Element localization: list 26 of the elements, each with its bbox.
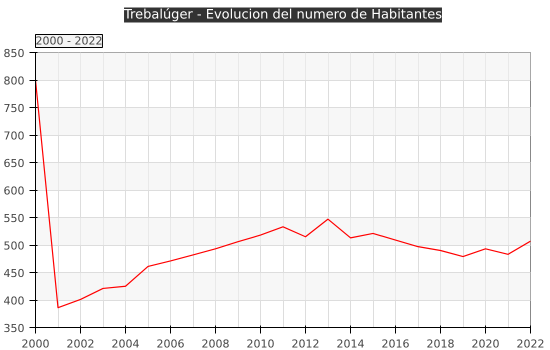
x-tick-label: 2002 [66, 338, 95, 350]
x-tick-label: 2018 [426, 338, 455, 350]
x-tick-label: 2010 [246, 338, 275, 350]
y-tick-label: 600 [4, 184, 25, 198]
y-tick-label: 500 [4, 240, 25, 252]
y-tick-label: 800 [4, 74, 25, 88]
line-series [36, 79, 530, 308]
y-tick-label: 450 [4, 267, 25, 280]
text: 2000 - 2022 [36, 34, 102, 48]
y-tick-label: 650 [4, 157, 25, 170]
x-tick-label: 2006 [156, 338, 185, 350]
x-tick-label: 2008 [202, 338, 230, 350]
y-tick-label: 850 [4, 47, 25, 60]
x-tick-label: 2004 [112, 338, 140, 350]
y-tick-label: 400 [4, 294, 25, 308]
y-tick-label: 700 [4, 130, 25, 142]
y-tick-label: 750 [4, 102, 25, 115]
x-tick-label: 2000 [22, 338, 50, 350]
x-tick-label: 2020 [472, 338, 500, 350]
y-tick-label: 550 [4, 212, 25, 225]
y-tick-label: 350 [4, 322, 25, 335]
chart-title: Trebalúger - Evolucion del numero de Habitantes [123, 8, 442, 22]
x-tick-label: 2016 [382, 338, 410, 350]
x-tick-label: 2012 [292, 338, 320, 350]
x-tick-label: 2022 [516, 338, 545, 350]
x-tick-label: 2014 [336, 338, 365, 350]
